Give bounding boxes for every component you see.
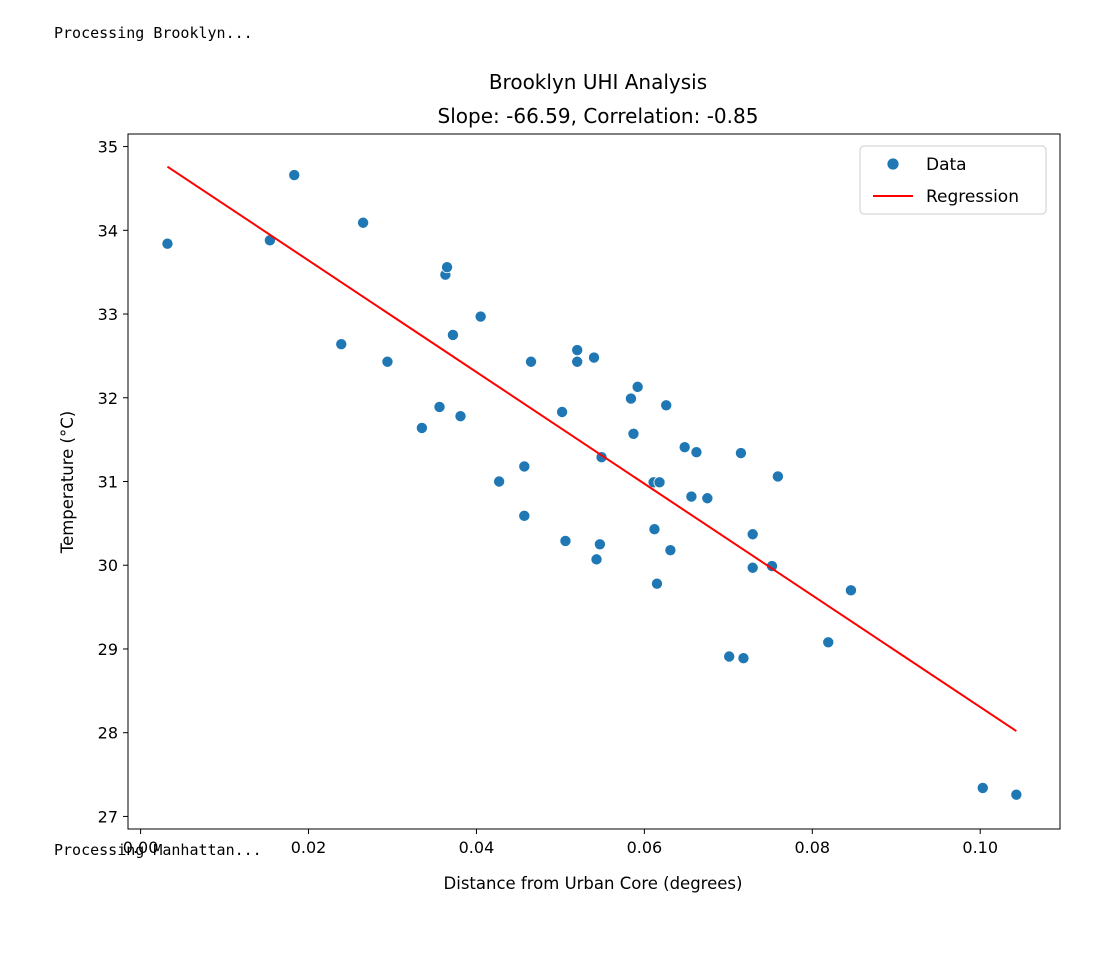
data-point <box>161 237 174 250</box>
legend-data-marker <box>886 157 900 171</box>
data-point <box>559 534 572 547</box>
legend-label-data: Data <box>926 155 967 175</box>
data-point <box>441 261 454 274</box>
data-point <box>1010 788 1023 801</box>
y-tick-label: 30 <box>98 556 118 575</box>
data-point <box>631 380 644 393</box>
y-tick-label: 34 <box>98 221 118 240</box>
x-tick-label: 0.00 <box>123 838 159 857</box>
output-log-line-manhattan: Processing Manhattan... <box>54 841 262 859</box>
x-tick-label: 0.02 <box>291 838 327 857</box>
y-tick-label: 27 <box>98 807 118 826</box>
data-point <box>525 355 538 368</box>
y-tick-label: 33 <box>98 305 118 324</box>
data-point <box>571 344 584 357</box>
data-point <box>766 560 779 573</box>
data-point <box>734 447 747 460</box>
data-point <box>518 460 531 473</box>
data-point <box>335 338 348 351</box>
x-tick-label: 0.06 <box>627 838 663 857</box>
y-tick-label: 31 <box>98 473 118 492</box>
data-point <box>653 476 666 489</box>
data-point <box>976 781 989 794</box>
data-point <box>433 400 446 413</box>
y-tick-label: 32 <box>98 389 118 408</box>
x-tick-label: 0.08 <box>794 838 830 857</box>
data-point <box>556 405 569 418</box>
output-log-line-brooklyn: Processing Brooklyn... <box>54 24 253 42</box>
data-point <box>746 561 759 574</box>
chart-title: Brooklyn UHI Analysis <box>489 70 707 94</box>
data-point <box>446 328 459 341</box>
data-point <box>685 490 698 503</box>
data-point <box>648 523 661 536</box>
data-point <box>474 310 487 323</box>
y-axis-label: Temperature (°C) <box>58 411 77 554</box>
y-tick-label: 29 <box>98 640 118 659</box>
data-point <box>590 553 603 566</box>
data-point <box>357 216 370 229</box>
chart-subtitle: Slope: -66.59, Correlation: -0.85 <box>438 104 759 128</box>
y-tick-label: 35 <box>98 138 118 157</box>
data-point <box>415 421 428 434</box>
data-point <box>588 351 601 364</box>
data-point <box>660 399 673 412</box>
data-point <box>746 528 759 541</box>
data-point <box>288 169 301 182</box>
data-point <box>593 538 606 551</box>
data-point <box>454 410 467 423</box>
data-point <box>723 650 736 663</box>
data-point <box>624 392 637 405</box>
y-tick-label: 28 <box>98 724 118 743</box>
data-point <box>737 652 750 665</box>
data-point <box>627 427 640 440</box>
x-tick-label: 0.10 <box>962 838 998 857</box>
data-point <box>381 355 394 368</box>
regression-line <box>166 165 1017 732</box>
data-point <box>701 492 714 505</box>
legend: Data Regression <box>859 145 1047 215</box>
data-point <box>664 544 677 557</box>
data-point <box>822 636 835 649</box>
x-tick-label: 0.04 <box>459 838 495 857</box>
data-point <box>690 446 703 459</box>
data-point <box>844 584 857 597</box>
legend-label-regression: Regression <box>926 187 1019 207</box>
data-point <box>771 470 784 483</box>
data-point <box>571 355 584 368</box>
data-point <box>493 475 506 488</box>
data-point <box>518 509 531 522</box>
data-point <box>650 577 663 590</box>
data-point <box>678 441 691 454</box>
x-axis-label: Distance from Urban Core (degrees) <box>444 874 743 893</box>
